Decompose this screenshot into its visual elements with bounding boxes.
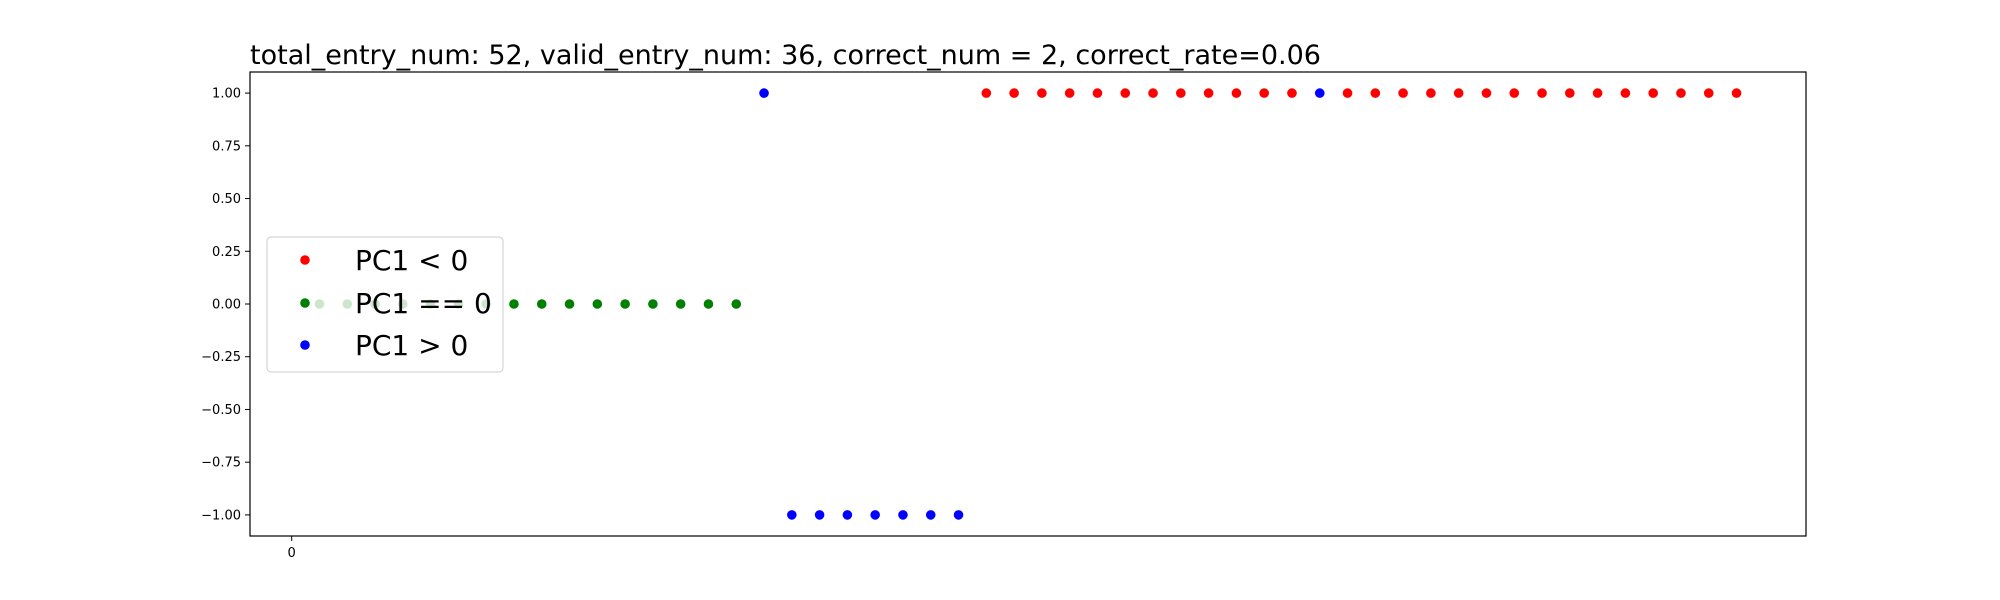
data-point-series-2 bbox=[953, 510, 964, 520]
data-point-series-2 bbox=[1314, 88, 1325, 98]
data-point-series-0 bbox=[1092, 88, 1103, 98]
y-tick-label: −1.00 bbox=[201, 508, 241, 523]
y-tick-label: −0.50 bbox=[201, 403, 241, 418]
data-point-series-2 bbox=[814, 510, 825, 520]
data-point-series-1 bbox=[592, 299, 603, 309]
data-point-series-0 bbox=[1370, 88, 1381, 98]
data-point-series-0 bbox=[1592, 88, 1603, 98]
data-point-series-0 bbox=[1037, 88, 1047, 98]
data-point-series-1 bbox=[509, 299, 519, 309]
y-tick-label: 0.75 bbox=[212, 139, 241, 154]
data-point-series-0 bbox=[1176, 88, 1186, 98]
data-point-series-0 bbox=[1481, 88, 1492, 98]
data-point-series-0 bbox=[1231, 88, 1242, 98]
data-point-series-0 bbox=[1676, 88, 1686, 98]
data-point-series-2 bbox=[787, 510, 797, 520]
data-point-series-1 bbox=[536, 299, 547, 309]
data-point-series-1 bbox=[731, 299, 742, 309]
y-tick-label: −0.75 bbox=[201, 456, 241, 471]
data-point-series-0 bbox=[1148, 88, 1158, 98]
data-point-series-0 bbox=[1703, 88, 1714, 98]
y-tick-label: 0.00 bbox=[212, 298, 241, 313]
legend-marker bbox=[300, 340, 310, 350]
x-tick-label: 0 bbox=[288, 546, 296, 561]
data-point-series-2 bbox=[898, 510, 908, 520]
data-point-series-0 bbox=[1620, 88, 1631, 98]
legend-marker bbox=[300, 255, 310, 265]
data-point-series-0 bbox=[1009, 88, 1019, 98]
legend-marker bbox=[300, 298, 310, 308]
y-tick-label: 1.00 bbox=[212, 87, 241, 102]
y-tick-label: 0.25 bbox=[212, 245, 241, 260]
data-point-series-2 bbox=[842, 510, 853, 520]
data-point-series-0 bbox=[1426, 88, 1436, 98]
data-point-series-1 bbox=[648, 299, 658, 309]
data-point-series-0 bbox=[981, 88, 992, 98]
data-point-series-2 bbox=[870, 510, 880, 520]
data-point-series-1 bbox=[564, 299, 575, 309]
data-point-series-0 bbox=[1342, 88, 1353, 98]
data-point-series-1 bbox=[620, 299, 630, 309]
data-point-series-2 bbox=[925, 510, 936, 520]
data-point-series-0 bbox=[1259, 88, 1269, 98]
legend-label: PC1 < 0 bbox=[355, 244, 468, 277]
legend-box bbox=[266, 236, 504, 373]
y-axis: 1.00 0.75 0.50 0.25 0.00 −0.25 −0.50 −0.75 −1.00 bbox=[201, 87, 250, 523]
data-point-series-1 bbox=[703, 299, 714, 309]
chart-title: total_entry_num: 52, valid_entry_num: 36… bbox=[250, 40, 1321, 71]
legend-label: PC1 > 0 bbox=[355, 329, 468, 362]
data-point-series-0 bbox=[1453, 88, 1464, 98]
x-axis: 0 bbox=[288, 536, 296, 561]
data-point-series-0 bbox=[1509, 88, 1520, 98]
data-point-series-0 bbox=[1203, 88, 1214, 98]
data-point-series-1 bbox=[675, 299, 686, 309]
data-point-series-0 bbox=[1731, 88, 1742, 98]
data-point-series-0 bbox=[1648, 88, 1658, 98]
data-point-series-0 bbox=[1287, 88, 1297, 98]
legend-label: PC1 == 0 bbox=[355, 287, 492, 320]
data-point-series-0 bbox=[1565, 88, 1575, 98]
data-point-series-0 bbox=[1398, 88, 1408, 98]
data-point-series-0 bbox=[1064, 88, 1075, 98]
data-point-series-0 bbox=[1120, 88, 1131, 98]
legend: PC1 < 0 PC1 == 0 PC1 > 0 bbox=[266, 236, 504, 373]
y-tick-label: −0.25 bbox=[201, 350, 241, 365]
data-point-series-2 bbox=[759, 88, 769, 98]
data-point-series-0 bbox=[1537, 88, 1547, 98]
y-tick-label: 0.50 bbox=[212, 192, 241, 207]
